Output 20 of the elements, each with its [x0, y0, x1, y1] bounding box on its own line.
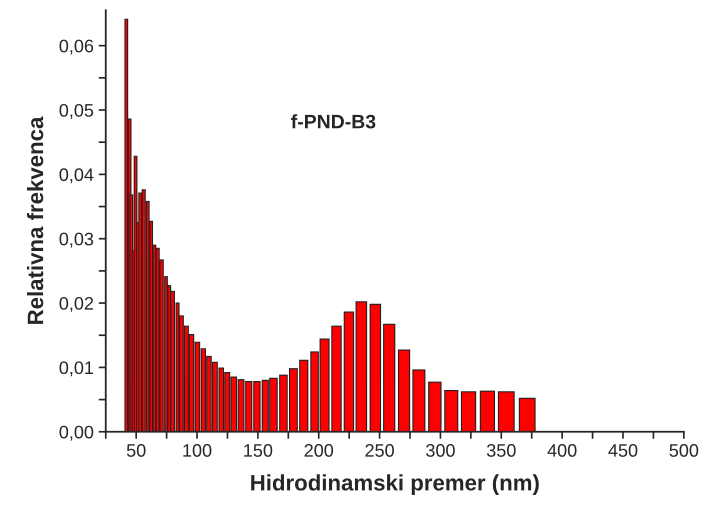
y-tick-label: 0,05	[60, 104, 94, 119]
y-tick-label: 0,06	[60, 40, 94, 55]
x-tick-label: 250	[365, 444, 394, 457]
y-tick-label: 0,01	[60, 361, 94, 376]
x-axis-title: Hidrodinamski premer (nm)	[251, 474, 539, 495]
x-tick-label: 150	[244, 444, 272, 457]
y-tick-label: 0,02	[60, 297, 94, 312]
y-tick-label: 0,04	[60, 168, 94, 184]
y-tick-label: 0,00	[60, 426, 94, 441]
x-tick-label: 450	[608, 444, 638, 457]
x-tick-label: 400	[548, 444, 576, 457]
x-tick-label: 300	[426, 444, 455, 457]
x-tick-label: 350	[486, 444, 516, 457]
x-tick-label: 500	[670, 444, 698, 457]
y-tick-label: 0,03	[60, 232, 94, 248]
x-tick-label: 50	[126, 444, 146, 457]
x-tick-label: 200	[304, 444, 334, 457]
y-axis-title: Relativna frekvenca	[26, 116, 44, 324]
annotation: f-PND-B3	[291, 114, 376, 129]
x-tick-label: 100	[183, 444, 212, 457]
